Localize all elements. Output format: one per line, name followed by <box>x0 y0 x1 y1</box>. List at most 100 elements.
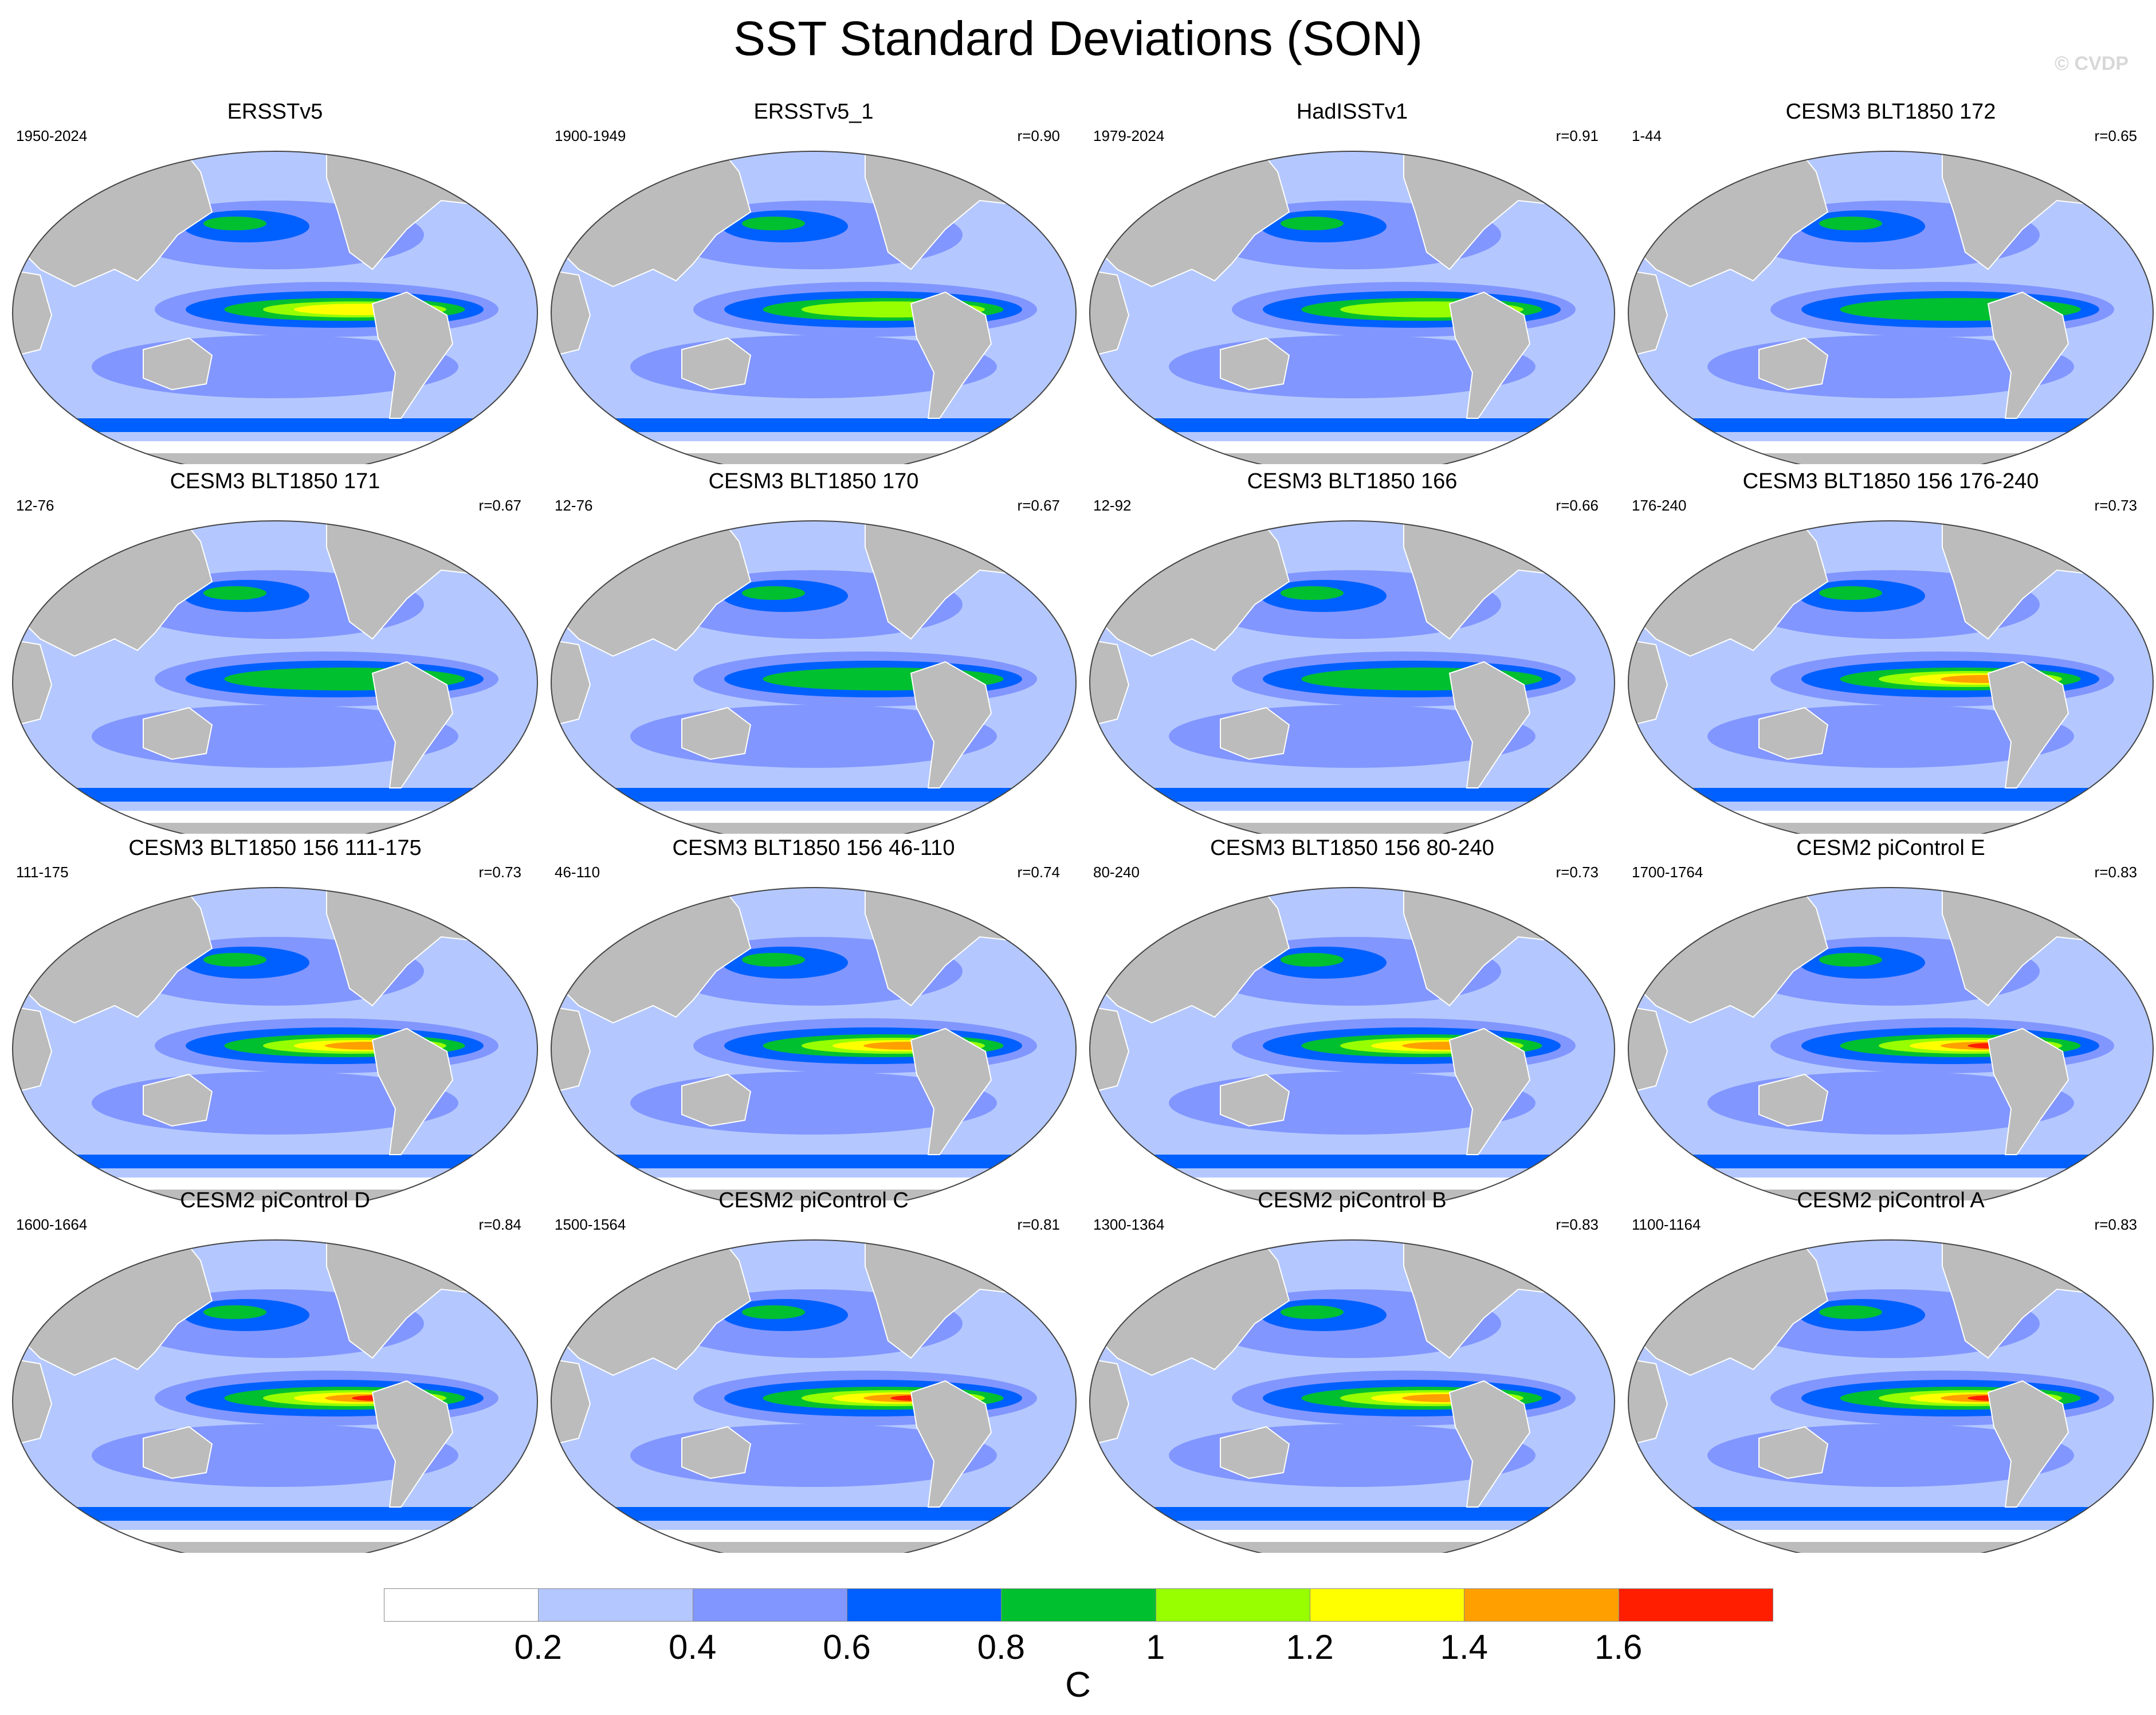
panel-correlation: r=0.73 <box>478 864 521 881</box>
panel-title: CESM3 BLT1850 171 <box>170 469 380 493</box>
panel-years: 12-92 <box>1093 497 1132 514</box>
kuroshio-core <box>1281 217 1344 230</box>
map-panel: CESM3 BLT1850 170 12-76 r=0.67 <box>544 467 1083 845</box>
kuroshio-core <box>203 1305 266 1319</box>
land-mass <box>13 452 537 464</box>
land-mass <box>551 268 591 356</box>
kuroshio-core <box>1281 586 1344 600</box>
map-border <box>1089 1239 1615 1553</box>
colorbar-tick-label: 1.6 <box>1594 1628 1643 1666</box>
map-svg <box>1089 151 1615 464</box>
panel-correlation: r=0.67 <box>1017 497 1060 514</box>
panel-title: HadISSTv1 <box>1296 100 1408 124</box>
panel-years: 1300-1364 <box>1093 1216 1165 1233</box>
panel-title: ERSSTv5_1 <box>753 100 874 124</box>
panel-years: 1950-2024 <box>16 127 88 144</box>
kuroshio-core <box>203 217 266 230</box>
map-svg <box>1089 1239 1615 1553</box>
panel-title: CESM3 BLT1850 156 111-175 <box>128 836 422 860</box>
land-mass <box>1220 337 1290 391</box>
southern-ocean-band <box>1090 1507 1615 1521</box>
land-mass <box>1758 337 1829 391</box>
map-panel: ERSSTv5_1 1900-1949 r=0.90 <box>544 97 1083 476</box>
map-panel: CESM3 BLT1850 166 12-92 r=0.66 <box>1083 467 1621 845</box>
kuroshio-core <box>742 953 805 967</box>
land-mass <box>371 1027 454 1155</box>
kuroshio-core <box>1281 1305 1344 1319</box>
land-mass <box>13 268 53 356</box>
southern-ocean-band <box>551 1155 1076 1168</box>
kuroshio-core <box>742 1305 805 1319</box>
map-panel: CESM2 piControl E 1700-1764 r=0.83 <box>1621 834 2156 1212</box>
land-mass <box>979 888 1027 915</box>
land-mass <box>681 1073 752 1127</box>
map-svg <box>12 520 538 834</box>
panel-correlation: r=0.90 <box>1017 127 1060 144</box>
panel-years: 1900-1949 <box>555 127 626 144</box>
kuroshio-core <box>1281 953 1344 967</box>
colorbar-box <box>1310 1588 1465 1622</box>
panel-title: CESM3 BLT1850 170 <box>708 469 919 493</box>
southern-ocean-band <box>1628 1507 2153 1521</box>
map-svg <box>1089 887 1615 1200</box>
land-mass <box>1517 888 1565 915</box>
land-mass <box>1448 1027 1531 1155</box>
panel-years: 1600-1664 <box>16 1216 88 1233</box>
map-svg <box>551 151 1077 464</box>
map-border <box>551 887 1077 1200</box>
land-mass <box>1090 1357 1130 1445</box>
southern-ocean-band <box>551 788 1076 802</box>
land-mass <box>13 638 53 726</box>
map-border <box>12 520 538 834</box>
panel-years: 111-175 <box>16 864 69 881</box>
land-mass <box>440 888 488 915</box>
land-mass <box>1448 291 1531 419</box>
land-mass <box>440 521 488 548</box>
land-mass <box>2056 521 2104 548</box>
panel-years: 1979-2024 <box>1093 127 1165 144</box>
land-mass <box>143 1073 213 1127</box>
land-mass <box>1220 1426 1290 1479</box>
land-mass <box>979 521 1027 548</box>
land-mass <box>2056 888 2104 915</box>
map-border <box>1089 887 1615 1200</box>
land-mass <box>681 337 752 391</box>
kuroshio-core <box>1819 217 1882 230</box>
colorbar-box <box>1464 1588 1619 1622</box>
land-mass <box>551 1004 591 1093</box>
map-svg <box>1089 520 1615 834</box>
southern-ocean-band <box>13 788 537 802</box>
land-mass <box>979 1240 1027 1267</box>
land-mass <box>1448 1380 1531 1508</box>
colorbar-tick-label: 1.2 <box>1286 1628 1334 1666</box>
land-mass <box>13 1541 537 1553</box>
land-mass <box>910 1380 992 1508</box>
figure-title: SST Standard Deviations (SON) <box>733 11 1423 65</box>
map-svg <box>1628 887 2154 1200</box>
panel-years: 80-240 <box>1093 864 1140 881</box>
map-border <box>1089 151 1615 464</box>
land-mass <box>1628 1357 1668 1445</box>
watermark: © CVDP <box>2055 53 2128 74</box>
panel-years: 12-76 <box>555 497 593 514</box>
southern-ocean-band <box>551 418 1076 432</box>
panel-years: 1-44 <box>1632 127 1662 144</box>
land-mass <box>1517 1240 1565 1267</box>
map-svg <box>1628 520 2154 834</box>
land-mass <box>2056 1240 2104 1267</box>
map-border <box>551 520 1077 834</box>
map-border <box>12 887 538 1200</box>
colorbar-tick-label: 0.2 <box>514 1628 563 1666</box>
land-mass <box>1987 1027 2069 1155</box>
map-panel: CESM3 BLT1850 156 176-240 176-240 r=0.73 <box>1621 467 2156 845</box>
land-mass <box>1090 452 1615 464</box>
map-svg <box>12 887 538 1200</box>
land-mass <box>910 661 992 788</box>
land-mass <box>143 337 213 391</box>
panel-years: 1100-1164 <box>1632 1216 1701 1233</box>
panel-correlation: r=0.91 <box>1556 127 1599 144</box>
kuroshio-core <box>1819 953 1882 967</box>
colorbar-tick-label: 1 <box>1145 1628 1165 1666</box>
land-mass <box>440 151 488 179</box>
panel-correlation: r=0.67 <box>478 497 521 514</box>
